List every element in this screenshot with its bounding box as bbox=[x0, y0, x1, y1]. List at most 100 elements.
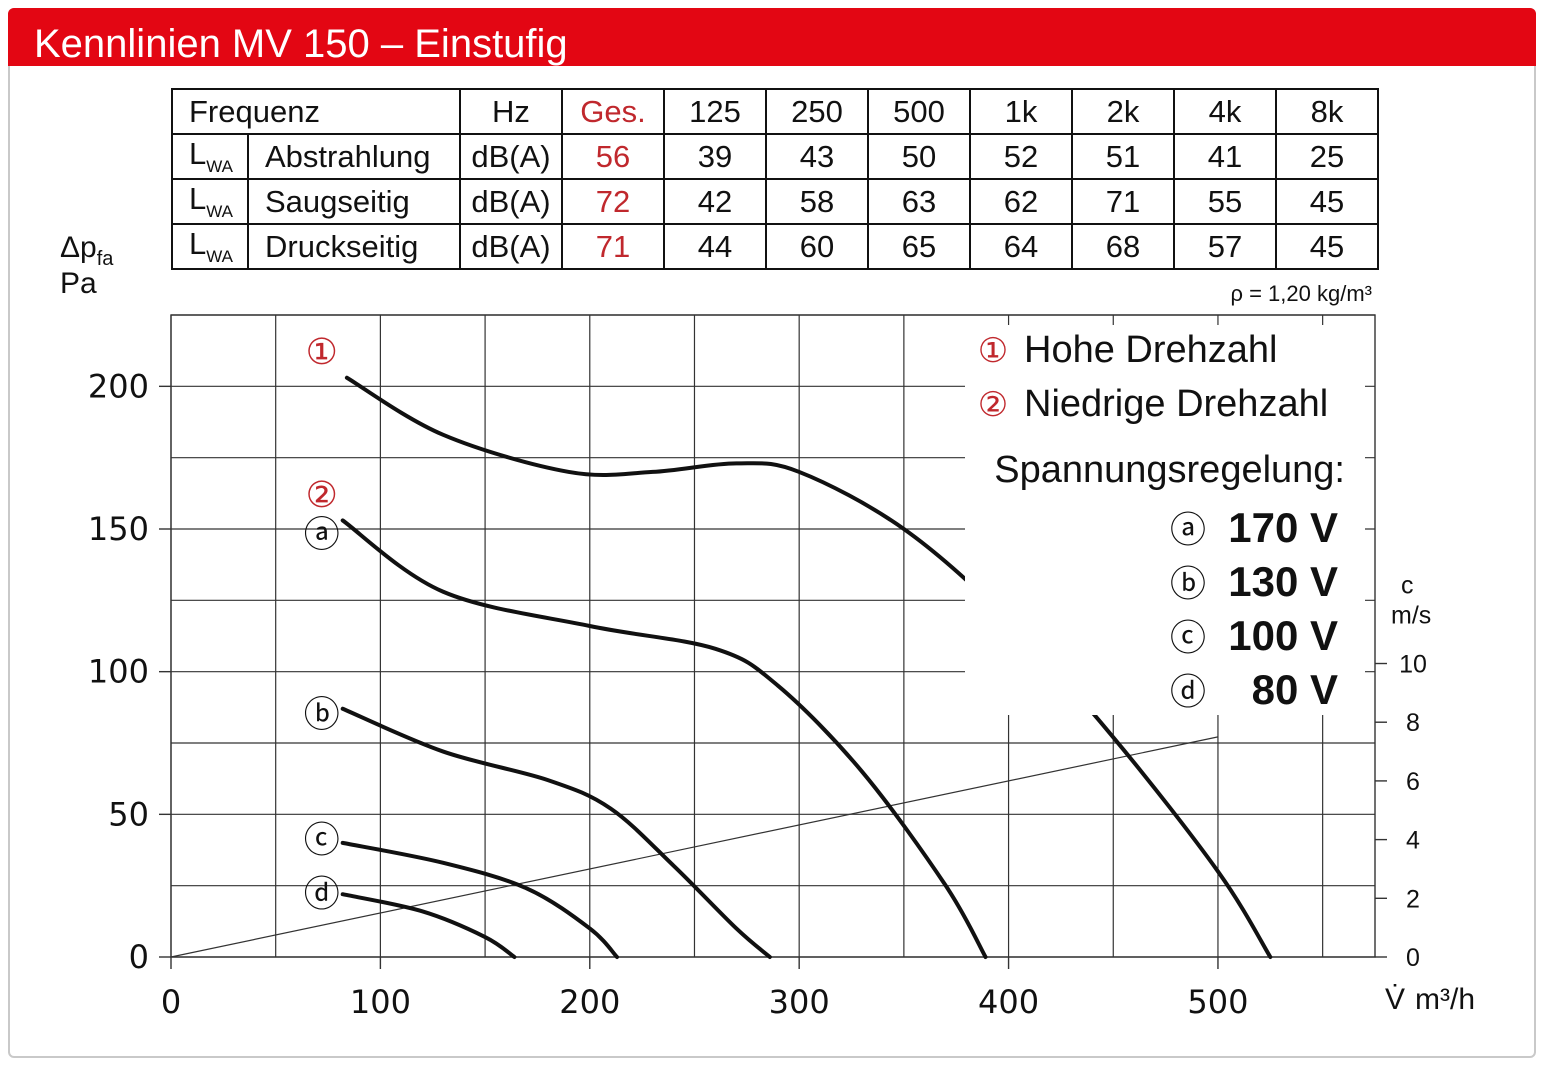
velocity-reference bbox=[170, 736, 1219, 958]
table-symbol-cell: LWA bbox=[171, 223, 249, 270]
table-cell: 43 bbox=[765, 133, 869, 180]
x-tick-label: 100 bbox=[350, 983, 411, 1021]
y-tick-label: 0 bbox=[129, 938, 149, 976]
table-header-cell: 500 bbox=[867, 88, 971, 135]
table-cell: 44 bbox=[663, 223, 767, 270]
legend-marker: ② bbox=[978, 385, 1008, 425]
c-tick-label: 10 bbox=[1399, 651, 1427, 679]
legend-label: Niedrige Drehzahl bbox=[1024, 383, 1328, 425]
table-header-row: Frequenz Hz Ges. 125 250 500 1k 2k 4k 8k bbox=[171, 88, 1379, 135]
series-line bbox=[344, 375, 1273, 959]
table-header-cell: 250 bbox=[765, 88, 869, 135]
table-cell: 57 bbox=[1173, 223, 1277, 270]
table-unit-cell: dB(A) bbox=[459, 223, 563, 270]
voltage-marker: ⓒ bbox=[1170, 618, 1206, 659]
x-axis-unit: m³/h bbox=[1415, 983, 1475, 1016]
table-cell: 60 bbox=[765, 223, 869, 270]
table-cell: 71 bbox=[1071, 178, 1175, 225]
table-cell: 45 bbox=[1275, 223, 1379, 270]
table-total-cell: 56 bbox=[561, 133, 665, 180]
c-tick-label: 8 bbox=[1406, 709, 1420, 737]
table-row: LWA Abstrahlung dB(A) 56 39 43 50 52 51 … bbox=[171, 133, 1379, 180]
legend-label: Hohe Drehzahl bbox=[1024, 329, 1277, 371]
c-tick-label: 6 bbox=[1406, 768, 1420, 796]
table-header-cell: Hz bbox=[459, 88, 563, 135]
sound-power-table: Frequenz Hz Ges. 125 250 500 1k 2k 4k 8k… bbox=[171, 88, 1379, 270]
series-line bbox=[340, 706, 772, 959]
table-cell: 51 bbox=[1071, 133, 1175, 180]
symbol-text: L bbox=[189, 136, 207, 171]
series-line bbox=[340, 840, 620, 959]
symbol-subscript: WA bbox=[206, 157, 234, 176]
curve-marker-label: ⓓ bbox=[304, 874, 340, 915]
table-cell: 55 bbox=[1173, 178, 1277, 225]
x-axis-label: V̇ bbox=[1385, 983, 1405, 1016]
table-total-cell: 71 bbox=[561, 223, 665, 270]
series-line bbox=[340, 892, 517, 959]
table-unit-cell: dB(A) bbox=[459, 133, 563, 180]
legend-marker: ① bbox=[978, 331, 1008, 371]
y-axis-unit: Pa bbox=[60, 267, 97, 300]
table-label-cell: Abstrahlung bbox=[247, 133, 461, 180]
table-cell: 65 bbox=[867, 223, 971, 270]
table-label-cell: Druckseitig bbox=[247, 223, 461, 270]
curve-marker-label: ⓑ bbox=[304, 694, 340, 735]
table-header-cell: 4k bbox=[1173, 88, 1277, 135]
table-cell: 41 bbox=[1173, 133, 1277, 180]
voltage-marker: ⓑ bbox=[1170, 564, 1206, 605]
legend-background bbox=[965, 325, 1365, 715]
voltage-marker: ⓐ bbox=[1170, 510, 1206, 551]
symbol-subscript: WA bbox=[206, 202, 234, 221]
curve-marker-label: ⓒ bbox=[304, 820, 340, 861]
c-tick-label: 2 bbox=[1406, 885, 1420, 913]
velocity-line bbox=[170, 736, 1219, 958]
c-tick-label: 4 bbox=[1406, 827, 1420, 855]
table-header-cell: 125 bbox=[663, 88, 767, 135]
table-unit-cell: dB(A) bbox=[459, 178, 563, 225]
y-axis-symbol: Δp bbox=[60, 231, 97, 264]
x-tick-label: 200 bbox=[559, 983, 620, 1021]
series-line bbox=[340, 518, 988, 959]
table-header-cell: Frequenz bbox=[171, 88, 461, 135]
y-tick-label: 50 bbox=[108, 795, 149, 833]
table-header-cell: 1k bbox=[969, 88, 1073, 135]
table-cell: 42 bbox=[663, 178, 767, 225]
table-symbol-cell: LWA bbox=[171, 178, 249, 225]
page-title: Kennlinien MV 150 – Einstufig bbox=[34, 22, 568, 66]
curve-labels: ① ②ⓐ ⓑ ⓒ ⓓ bbox=[304, 332, 340, 915]
c-axis-unit: m/s bbox=[1391, 602, 1431, 630]
fan-curves bbox=[340, 375, 1273, 959]
table-header-cell: 2k bbox=[1071, 88, 1175, 135]
voltage-label: 170 V bbox=[1228, 504, 1338, 551]
table-header-cell: Ges. bbox=[561, 88, 665, 135]
table-cell: 50 bbox=[867, 133, 971, 180]
plot-border bbox=[170, 314, 1376, 958]
curve-marker-label: ② bbox=[306, 475, 338, 516]
table-cell: 68 bbox=[1071, 223, 1175, 270]
y-tick-label: 150 bbox=[88, 510, 149, 548]
title-bar: Kennlinien MV 150 – Einstufig bbox=[8, 8, 1536, 66]
x-tick-label: 0 bbox=[161, 983, 181, 1021]
table-cell: 52 bbox=[969, 133, 1073, 180]
x-tick-label: 400 bbox=[978, 983, 1039, 1021]
voltage-label: 130 V bbox=[1228, 558, 1338, 605]
symbol-text: L bbox=[189, 226, 207, 261]
symbol-text: L bbox=[189, 181, 207, 216]
y-axis-subscript: fa bbox=[96, 248, 114, 270]
air-density-note: ρ = 1,20 kg/m³ bbox=[1230, 281, 1372, 306]
c-tick-label: 0 bbox=[1406, 944, 1420, 972]
curve-marker-label: ① bbox=[306, 332, 338, 373]
y-axis-label: Δpfa bbox=[60, 232, 113, 275]
table-cell: 63 bbox=[867, 178, 971, 225]
voltage-label: 80 V bbox=[1252, 666, 1338, 713]
c-axis-label: c bbox=[1401, 572, 1414, 600]
chart-legend: ① Hohe Drehzahl ② Niedrige Drehzahl Spannung… bbox=[965, 325, 1365, 715]
x-tick-label: 300 bbox=[769, 983, 830, 1021]
table-cell: 25 bbox=[1275, 133, 1379, 180]
table-cell: 39 bbox=[663, 133, 767, 180]
y-tick-label: 200 bbox=[88, 367, 149, 405]
voltage-label: 100 V bbox=[1228, 612, 1338, 659]
table-row: LWA Druckseitig dB(A) 71 44 60 65 64 68 … bbox=[171, 223, 1379, 270]
table-label-cell: Saugseitig bbox=[247, 178, 461, 225]
